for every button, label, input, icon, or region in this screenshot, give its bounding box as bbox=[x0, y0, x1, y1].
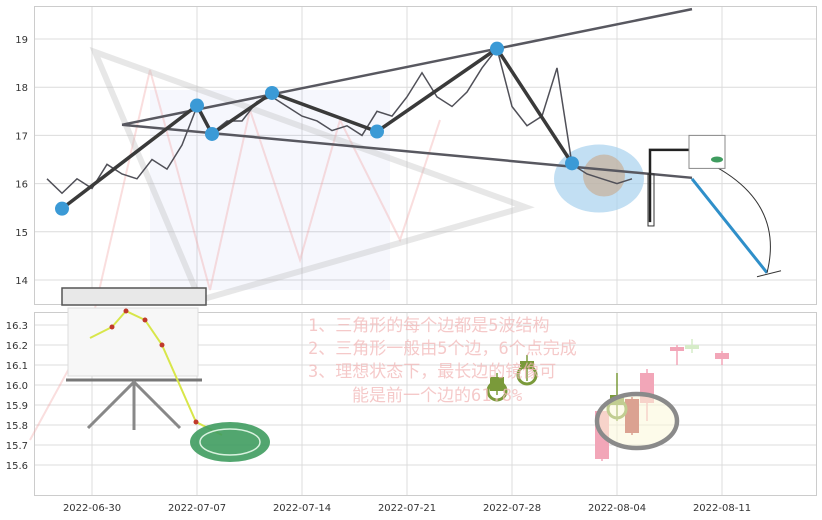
y-tick-label-lower: 15.9 bbox=[6, 401, 28, 412]
target-bracket bbox=[648, 148, 690, 223]
y-tick-label-lower: 16.1 bbox=[6, 361, 28, 372]
y-tick-label-lower: 16.0 bbox=[6, 381, 28, 392]
y-tick-label-lower: 15.8 bbox=[6, 421, 28, 432]
easel-curve-point bbox=[109, 324, 115, 330]
axis-labels: 14 15 16 17 18 19 15.6 15.7 15.8 15.9 16.0 16.1 16.2… bbox=[6, 35, 751, 514]
thumbnail-mark bbox=[711, 156, 723, 163]
x-tick-label: 2022-07-07 bbox=[168, 503, 226, 514]
lower-panel bbox=[34, 312, 817, 496]
y-tick-label-upper: 17 bbox=[15, 131, 28, 142]
target-marker bbox=[647, 173, 655, 227]
x-tick-label: 2022-08-11 bbox=[693, 503, 751, 514]
wave-point bbox=[265, 85, 279, 100]
y-tick-label-lower: 15.6 bbox=[6, 461, 28, 472]
wave-point bbox=[55, 201, 69, 216]
y-tick-label-upper: 16 bbox=[15, 180, 28, 191]
candle-marker bbox=[486, 380, 508, 402]
x-tick-label: 2022-07-14 bbox=[273, 503, 331, 514]
trend-upper-line bbox=[121, 7, 693, 127]
chart-marks bbox=[46, 7, 782, 461]
wave-point bbox=[190, 98, 204, 113]
x-tick-label: 2022-07-28 bbox=[483, 503, 541, 514]
annotation-line-2: 2、三角形一般由5个边，6个点完成 bbox=[308, 339, 577, 359]
easel-curve-point bbox=[193, 419, 199, 425]
projection-line bbox=[690, 177, 769, 274]
annotation-line-1: 1、三角形的每个边都是5波结构 bbox=[308, 316, 549, 336]
annotation-line-3: 3、理想状态下，最长边的镜像可 bbox=[308, 362, 556, 382]
x-tick-label: 2022-07-21 bbox=[378, 503, 436, 514]
scroll-roll bbox=[61, 287, 207, 306]
easel-board bbox=[67, 307, 199, 377]
y-tick-label-upper: 15 bbox=[15, 228, 28, 239]
y-tick-label-lower: 16.2 bbox=[6, 341, 28, 352]
circuit-ring bbox=[199, 428, 261, 456]
easel-curve-point bbox=[159, 342, 165, 348]
faded-triangle bbox=[89, 46, 535, 304]
y-tick-label-upper: 19 bbox=[15, 35, 28, 46]
projection-tick bbox=[756, 270, 782, 278]
y-tick-label-upper: 14 bbox=[15, 276, 28, 287]
y-tick-label-lower: 15.7 bbox=[6, 441, 28, 452]
candle-body bbox=[715, 353, 729, 359]
wave-point bbox=[370, 124, 384, 139]
price-line bbox=[46, 46, 633, 195]
candle-body bbox=[490, 377, 504, 391]
candle-highlight-ring bbox=[594, 391, 680, 451]
x-tick-label: 2022-08-04 bbox=[588, 503, 646, 514]
projection-arc bbox=[689, 154, 771, 273]
y-tick-label-lower: 16.3 bbox=[6, 321, 28, 332]
y-tick-label-upper: 18 bbox=[15, 83, 28, 94]
wave-point bbox=[565, 156, 579, 171]
wave-point bbox=[205, 126, 219, 141]
annotation-line-4: 能是前一个边的61.8% bbox=[352, 386, 522, 406]
candle-marker bbox=[516, 364, 538, 386]
upper-panel bbox=[34, 6, 817, 305]
easel-curve-point bbox=[123, 308, 129, 314]
candle-body bbox=[670, 347, 684, 351]
wave-point bbox=[490, 41, 504, 56]
x-tick-label: 2022-06-30 bbox=[63, 503, 121, 514]
highlight-core bbox=[583, 154, 625, 197]
circuit-board bbox=[190, 422, 270, 462]
candle-body bbox=[685, 345, 699, 349]
thumbnail-inset bbox=[688, 134, 726, 169]
easel-curve-point bbox=[142, 317, 148, 323]
